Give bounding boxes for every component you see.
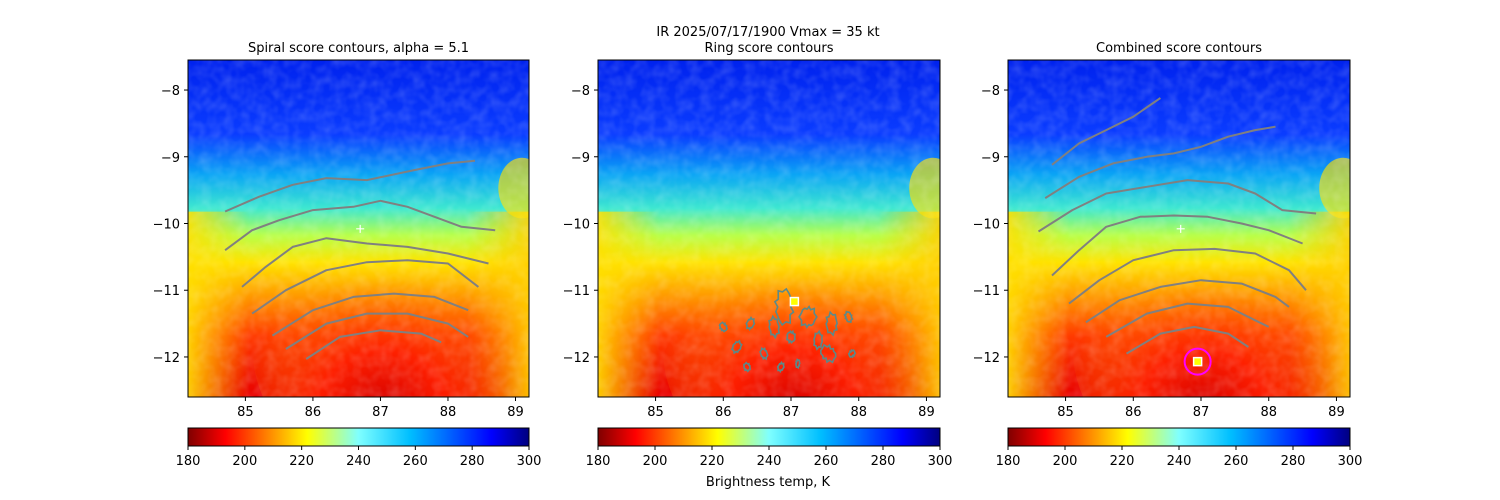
x-tick-label: 87: [783, 405, 800, 420]
x-tick-label: 87: [1193, 405, 1210, 420]
score-contour-1: [1051, 97, 1161, 166]
y-tick-label: −11: [563, 284, 590, 299]
colorbar-label: Brightness temp, K: [706, 475, 831, 490]
colorbar: [1007, 427, 1351, 447]
panel-title: Spiral score contours, alpha = 5.1: [248, 41, 469, 56]
score-contour-5: [271, 292, 469, 337]
score-contour-8: [1125, 325, 1249, 355]
y-tick-label: −9: [981, 151, 1000, 166]
colorbar-tick-label: 260: [1224, 454, 1249, 469]
center-cross-marker: [1176, 224, 1185, 233]
colorbar-tick-label: 220: [289, 454, 314, 469]
x-tick-label: 87: [372, 405, 389, 420]
panel-title: Combined score contours: [1096, 41, 1262, 56]
colorbar-tick-label: 180: [586, 454, 611, 469]
score-contour-1: [224, 159, 476, 213]
x-tick-label: 86: [1125, 405, 1142, 420]
x-tick-label: 89: [1328, 405, 1345, 420]
y-tick-label: −10: [973, 217, 1000, 232]
colorbar-tick-label: 220: [1110, 454, 1135, 469]
center-cross-marker: [356, 224, 365, 233]
colorbar-tick-label: 260: [814, 454, 839, 469]
score-contour-6: [285, 312, 469, 350]
y-tick-label: −8: [981, 84, 1000, 99]
score-contour-4: [1051, 214, 1303, 277]
axes-frame: [597, 59, 941, 398]
x-tick-label: 88: [440, 405, 457, 420]
x-tick-label: 85: [237, 405, 254, 420]
colorbar: [187, 427, 530, 447]
score-contour-2: [224, 199, 496, 252]
colorbar-tick-label: 280: [871, 454, 896, 469]
score-contour-2: [1044, 125, 1276, 199]
x-tick-label: 88: [1260, 405, 1277, 420]
y-tick-label: −8: [161, 84, 180, 99]
axes-frame: [187, 59, 530, 398]
max-score-marker: [789, 296, 800, 307]
x-tick-label: 85: [647, 405, 664, 420]
score-contour-3: [1037, 179, 1317, 233]
colorbar-tick-label: 260: [403, 454, 428, 469]
figure-suptitle: IR 2025/07/17/1900 Vmax = 35 kt: [656, 25, 879, 40]
y-tick-label: −12: [153, 351, 180, 366]
colorbar-tick-label: 240: [346, 454, 371, 469]
x-tick-label: 86: [305, 405, 322, 420]
score-contour-6: [1085, 279, 1290, 324]
colorbar-tick-label: 280: [460, 454, 485, 469]
colorbar-tick-label: 240: [757, 454, 782, 469]
score-contour-3: [241, 237, 489, 288]
panel-1: Spiral score contours, alpha = 5.1 85 86 87…: [153, 41, 542, 469]
colorbar: [597, 427, 941, 447]
panel-title: Ring score contours: [704, 41, 833, 56]
score-contour-4: [251, 259, 480, 315]
y-tick-label: −9: [161, 151, 180, 166]
y-tick-label: −10: [563, 217, 590, 232]
x-tick-label: 88: [850, 405, 867, 420]
y-tick-label: −11: [973, 284, 1000, 299]
fix-circle: [1183, 347, 1212, 376]
ring-contours: [718, 287, 856, 374]
colorbar-tick-label: 240: [1167, 454, 1192, 469]
panel-2: Ring score contours 85 86 87 88 89 −8 −9 −10 −11 −…: [563, 41, 953, 469]
colorbar-tick-label: 180: [996, 454, 1021, 469]
colorbar-tick-label: 300: [928, 454, 953, 469]
x-tick-label: 85: [1057, 405, 1074, 420]
y-tick-label: −12: [563, 351, 590, 366]
y-tick-label: −11: [153, 284, 180, 299]
y-tick-label: −10: [153, 217, 180, 232]
panel-3: Combined score contours 85 86 87 88 89 −8 −9 −10…: [973, 41, 1363, 469]
colorbar-tick-label: 300: [1338, 454, 1363, 469]
colorbar-tick-label: 200: [1053, 454, 1078, 469]
ir-image: [598, 60, 940, 397]
colorbar-tick-label: 200: [232, 454, 257, 469]
score-contour-7: [305, 329, 442, 360]
colorbar-tick-label: 200: [643, 454, 668, 469]
colorbar-tick-label: 180: [176, 454, 201, 469]
axes-frame: [1007, 59, 1351, 398]
x-tick-label: 89: [507, 405, 524, 420]
colorbar-tick-label: 220: [700, 454, 725, 469]
colorbar-tick-label: 280: [1281, 454, 1306, 469]
y-tick-label: −12: [973, 351, 1000, 366]
max-score-marker: [1192, 356, 1203, 367]
score-contour-5: [1068, 247, 1307, 305]
x-tick-label: 89: [918, 405, 935, 420]
score-contour-7: [1105, 302, 1270, 338]
x-tick-label: 86: [715, 405, 732, 420]
colorbar-tick-label: 300: [517, 454, 542, 469]
y-tick-label: −8: [571, 84, 590, 99]
y-tick-label: −9: [571, 151, 590, 166]
